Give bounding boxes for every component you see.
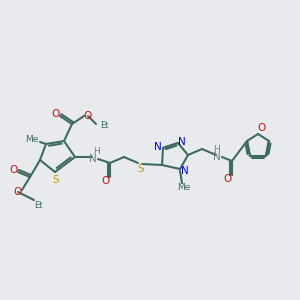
Text: O: O xyxy=(14,187,22,197)
Text: Me: Me xyxy=(177,184,191,193)
Text: N: N xyxy=(89,154,97,164)
Text: S: S xyxy=(138,164,144,174)
Text: Et: Et xyxy=(100,122,108,130)
Text: Et: Et xyxy=(34,202,42,211)
Text: O: O xyxy=(9,165,17,175)
Text: N: N xyxy=(181,166,189,176)
Text: Me: Me xyxy=(25,136,39,145)
Text: O: O xyxy=(51,109,59,119)
Text: O: O xyxy=(257,123,265,133)
Text: H: H xyxy=(214,145,220,154)
Text: O: O xyxy=(223,174,231,184)
Text: O: O xyxy=(101,176,109,186)
Text: H: H xyxy=(93,146,99,155)
Text: N: N xyxy=(154,142,162,152)
Text: S: S xyxy=(53,175,59,185)
Text: N: N xyxy=(213,152,221,162)
Text: N: N xyxy=(178,137,186,147)
Text: O: O xyxy=(84,111,92,121)
